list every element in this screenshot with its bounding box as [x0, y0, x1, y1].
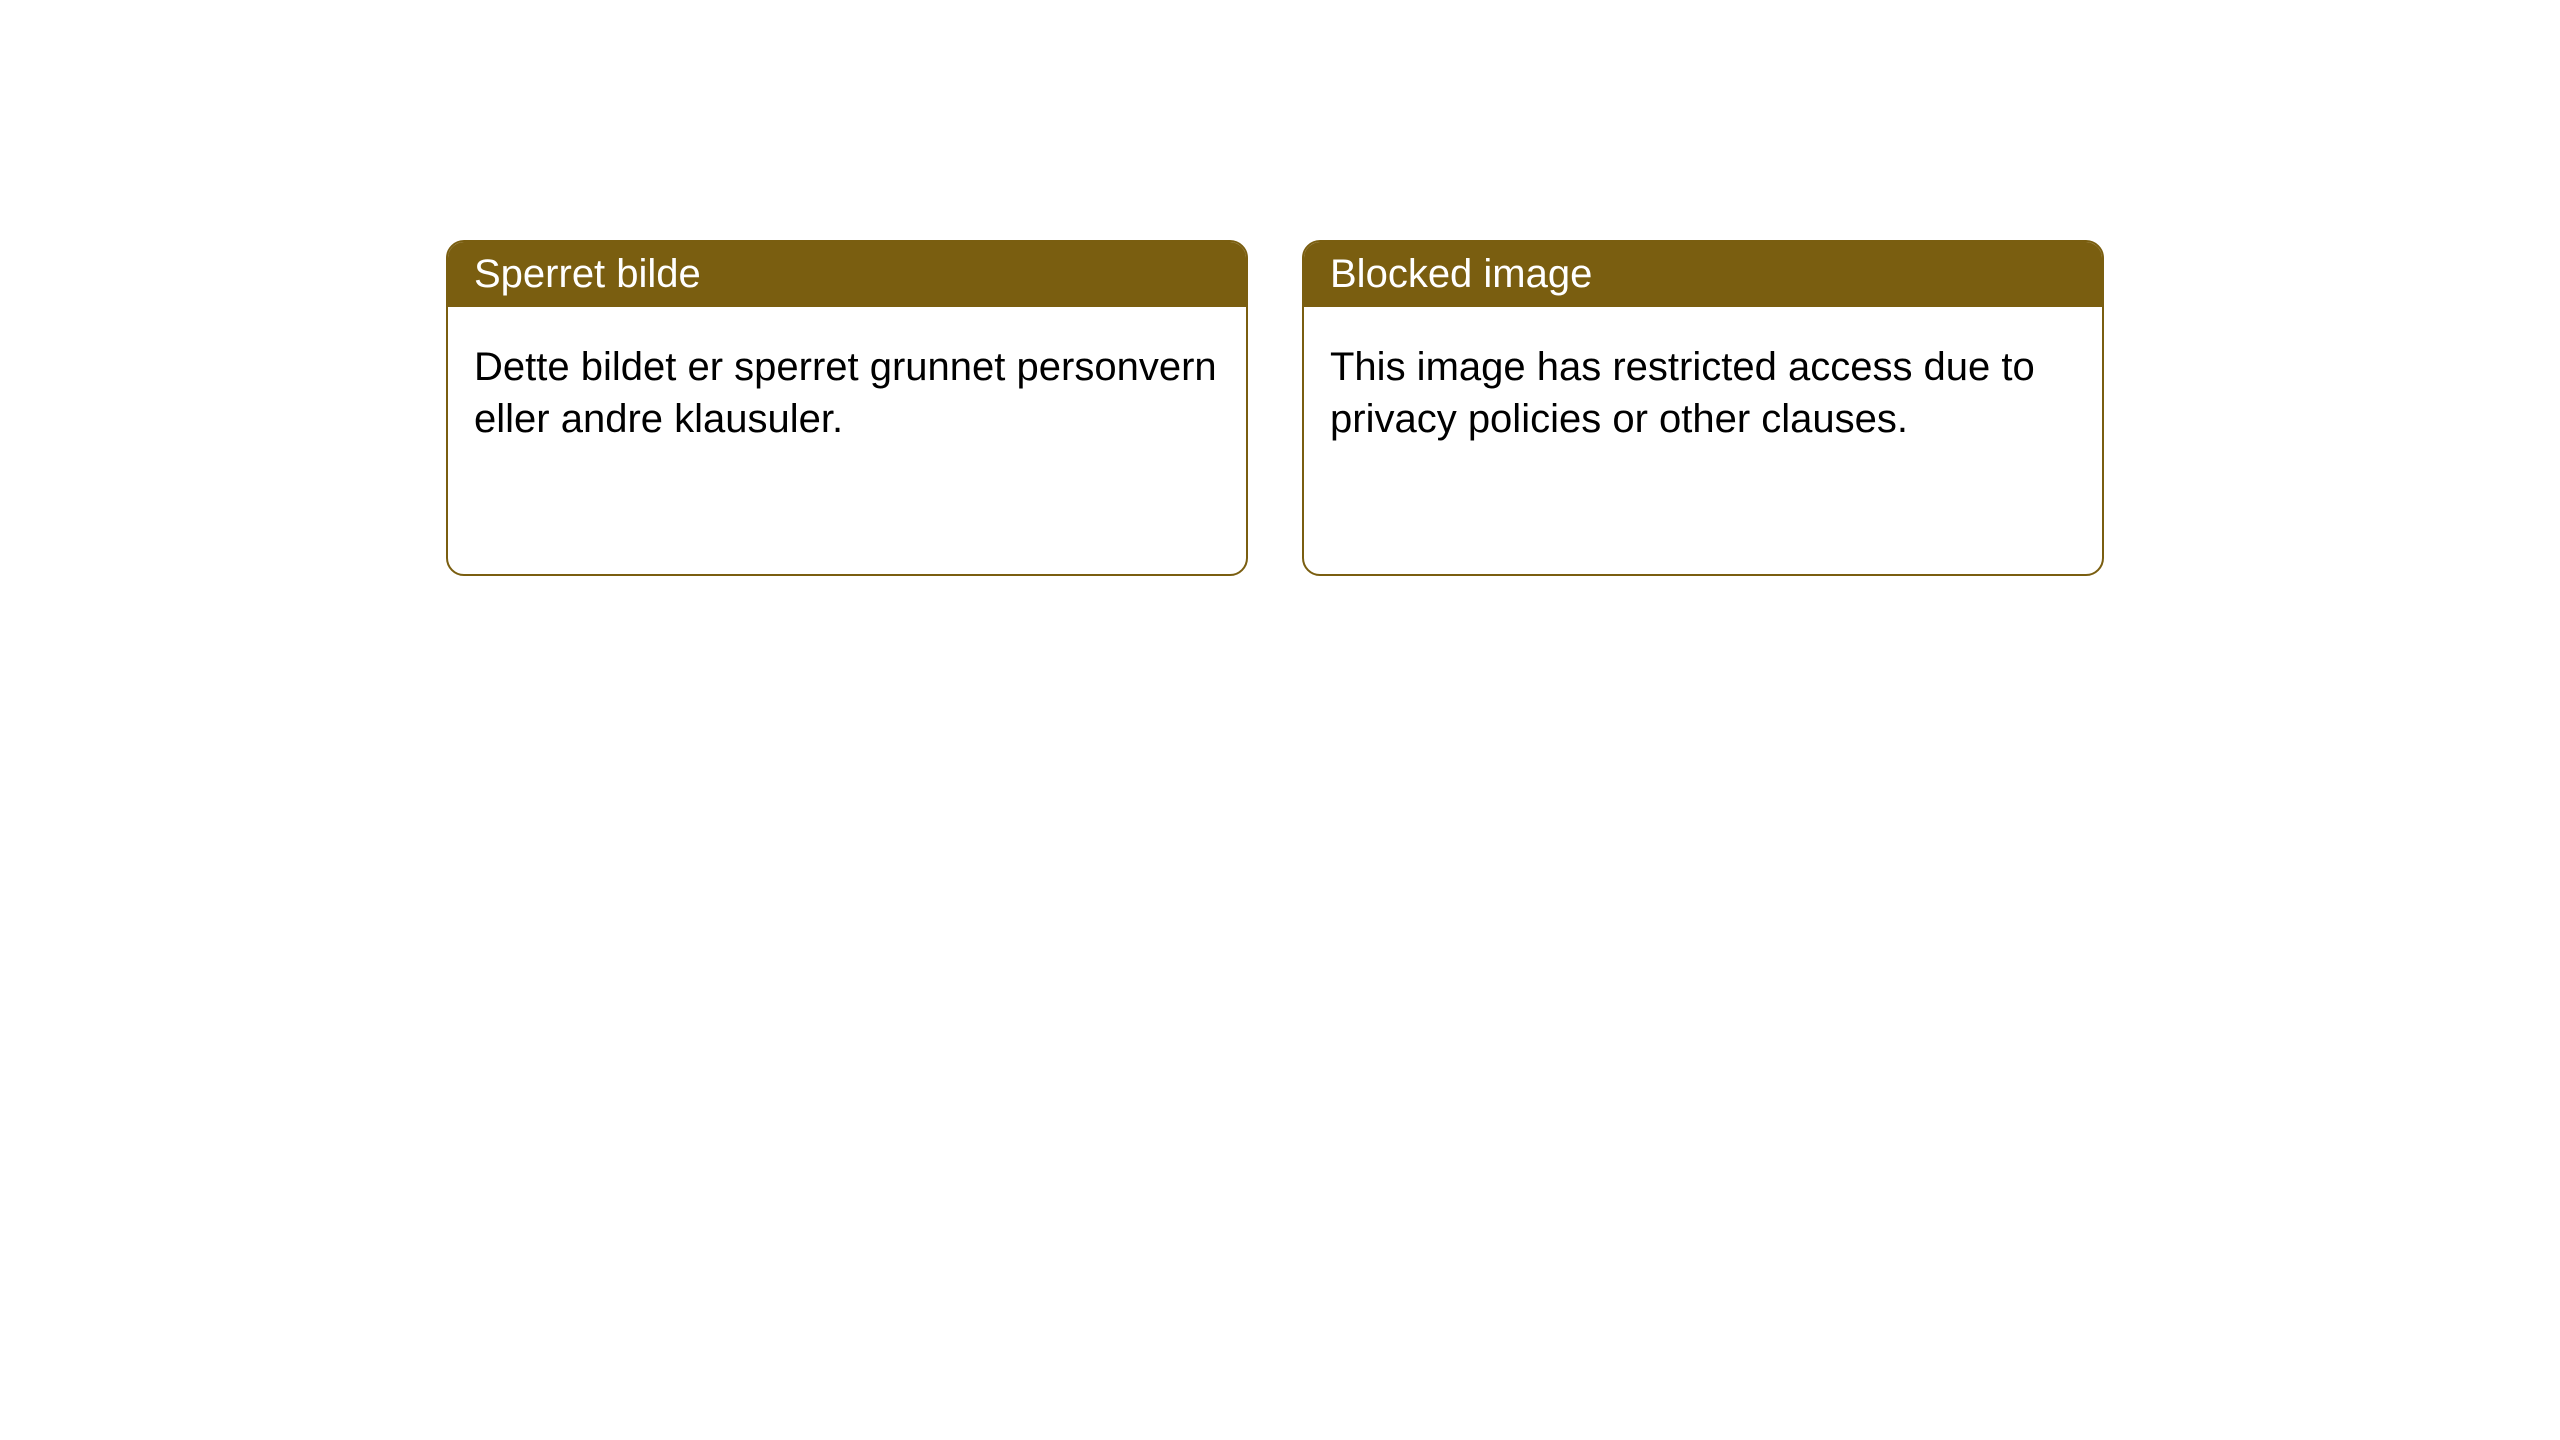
notice-body: Dette bildet er sperret grunnet personve… — [448, 307, 1246, 479]
notice-card-english: Blocked image This image has restricted … — [1302, 240, 2104, 576]
notice-title: Sperret bilde — [448, 242, 1246, 307]
notice-title: Blocked image — [1304, 242, 2102, 307]
notice-container: Sperret bilde Dette bildet er sperret gr… — [0, 0, 2560, 576]
notice-body: This image has restricted access due to … — [1304, 307, 2102, 479]
notice-card-norwegian: Sperret bilde Dette bildet er sperret gr… — [446, 240, 1248, 576]
